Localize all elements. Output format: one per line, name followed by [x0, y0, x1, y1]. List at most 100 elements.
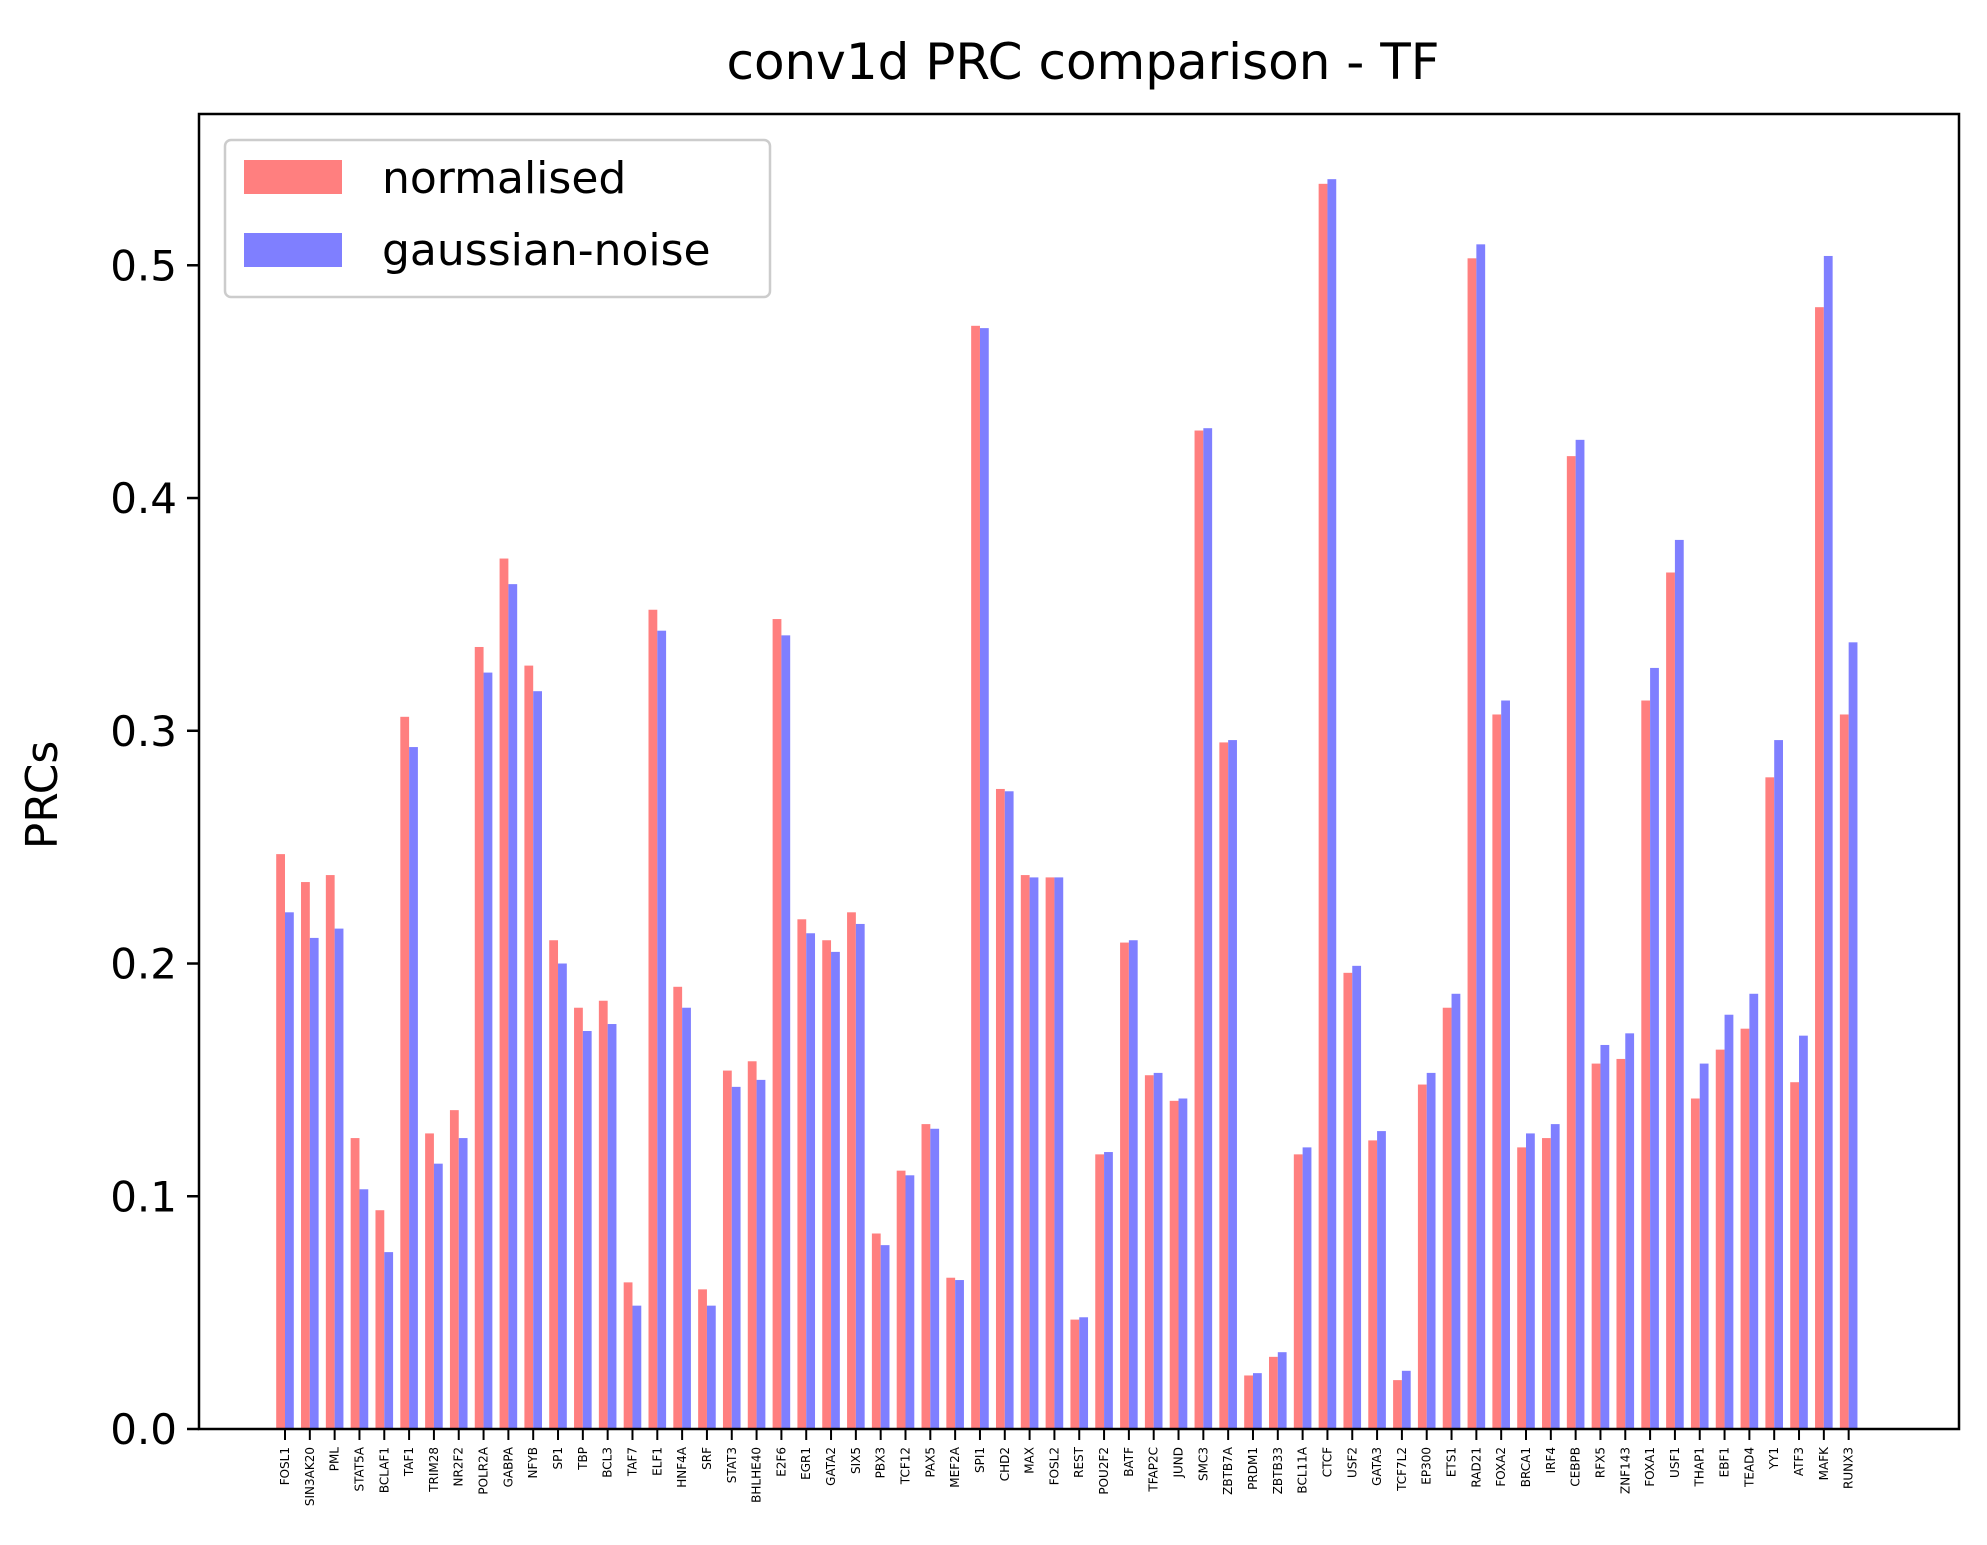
- bar-gaussian-noise-runx3: [1848, 642, 1858, 1429]
- bar-gaussian-noise-prdm1: [1252, 1373, 1262, 1429]
- bar-normalised-mafk: [1815, 307, 1824, 1430]
- x-tick-label: HNF4A: [675, 1446, 689, 1488]
- bar-normalised-rfx5: [1591, 1063, 1601, 1429]
- legend-box: [223, 138, 772, 299]
- bar-normalised-jund: [1169, 1100, 1179, 1429]
- bar-gaussian-noise-bhlhe40: [756, 1079, 766, 1429]
- x-tick-label: PAX5: [923, 1447, 937, 1478]
- bar-normalised-stat3: [722, 1070, 732, 1429]
- bar-normalised-tbp: [574, 1007, 583, 1429]
- plot-frame: [197, 112, 1961, 1431]
- x-tick-label: SIN3AK20: [303, 1447, 317, 1506]
- x-tick-label: BHLHE40: [750, 1447, 764, 1503]
- bar-normalised-brca1: [1517, 1147, 1526, 1429]
- bar-gaussian-noise-jund: [1178, 1098, 1188, 1429]
- bar-normalised-foxa2: [1492, 714, 1502, 1429]
- bar-gaussian-noise-nr2f2: [458, 1138, 468, 1429]
- bar-normalised-bcl11a: [1293, 1154, 1303, 1429]
- bar-gaussian-noise-cebpb: [1575, 439, 1585, 1430]
- bar-gaussian-noise-fosl2: [1054, 877, 1064, 1429]
- bar-gaussian-noise-mafk: [1823, 255, 1833, 1430]
- bar-normalised-six5: [847, 912, 856, 1429]
- bar-normalised-rest: [1070, 1319, 1080, 1429]
- legend-swatch-normalised: [244, 160, 342, 194]
- bar-gaussian-noise-brca1: [1526, 1133, 1535, 1429]
- x-tick-label: REST: [1072, 1446, 1086, 1478]
- x-tick-label: NR2F2: [452, 1447, 466, 1487]
- bar-gaussian-noise-gata3: [1377, 1131, 1386, 1429]
- bar-gaussian-noise-spi1: [979, 328, 989, 1429]
- bar-gaussian-noise-zbtb33: [1277, 1352, 1287, 1429]
- bar-normalised-polr2a: [474, 646, 484, 1429]
- bar-normalised-egr1: [797, 919, 807, 1429]
- x-tick-label: FOSL2: [1047, 1447, 1061, 1485]
- x-tick-label: GATA3: [1370, 1447, 1384, 1486]
- bar-normalised-bhlhe40: [747, 1061, 757, 1429]
- bar-gaussian-noise-foxa2: [1501, 700, 1510, 1429]
- bar-normalised-tcf12: [896, 1170, 906, 1429]
- x-tick-label: SMC3: [1196, 1447, 1210, 1481]
- bar-gaussian-noise-yy1: [1774, 740, 1783, 1429]
- bar-gaussian-noise-ep300: [1426, 1072, 1436, 1429]
- bar-gaussian-noise-bcl3: [607, 1024, 617, 1429]
- bar-normalised-gata3: [1368, 1140, 1378, 1429]
- bar-gaussian-noise-chd2: [1004, 791, 1014, 1429]
- x-tick-label: POU2F2: [1097, 1447, 1111, 1495]
- x-tick-label: EP300: [1420, 1447, 1434, 1485]
- bar-normalised-pbx3: [871, 1233, 881, 1429]
- bar-gaussian-noise-batf: [1128, 940, 1138, 1429]
- bar-normalised-nr2f2: [449, 1110, 459, 1429]
- bar-gaussian-noise-max: [1029, 877, 1039, 1429]
- bar-normalised-nfyb: [524, 665, 534, 1429]
- x-tick-label: ZBTB7A: [1221, 1446, 1235, 1495]
- x-tick-label: NFYB: [526, 1447, 540, 1478]
- x-tick-label: TCF12: [899, 1447, 913, 1485]
- x-tick-label: STAT5A: [352, 1446, 366, 1491]
- x-tick-label: BATF: [1122, 1447, 1136, 1477]
- x-tick-label: USF1: [1668, 1447, 1682, 1478]
- bar-normalised-rad21: [1467, 258, 1477, 1429]
- bar-normalised-srf: [698, 1289, 707, 1429]
- bar-gaussian-noise-stat3: [731, 1086, 741, 1429]
- bar-gaussian-noise-sin3ak20: [309, 937, 319, 1429]
- bar-normalised-irf4: [1542, 1138, 1551, 1429]
- bar-gaussian-noise-irf4: [1550, 1124, 1560, 1429]
- bar-gaussian-noise-rfx5: [1600, 1044, 1610, 1429]
- bar-normalised-gabpa: [499, 558, 509, 1429]
- bar-gaussian-noise-fosl1: [285, 912, 294, 1429]
- bar-normalised-batf: [1120, 942, 1129, 1429]
- bar-normalised-znf143: [1616, 1058, 1626, 1429]
- bar-gaussian-noise-sp1: [558, 963, 567, 1429]
- x-tick-label: EGR1: [799, 1447, 813, 1480]
- bar-gaussian-noise-gata2: [831, 951, 840, 1429]
- x-tick-label: E2F6: [774, 1447, 788, 1477]
- bar-normalised-fosl1: [276, 854, 285, 1429]
- x-tick-label: ZBTB33: [1271, 1447, 1285, 1494]
- legend: normalised gaussian-noise: [223, 138, 772, 299]
- bar-normalised-tcf7l2: [1393, 1380, 1402, 1429]
- x-tick-label: RFX5: [1593, 1447, 1607, 1478]
- bar-gaussian-noise-elf1: [657, 630, 667, 1429]
- bar-normalised-gata2: [822, 940, 832, 1429]
- x-tick-label: BCL11A: [1296, 1446, 1310, 1493]
- y-tick-label: 0.2: [110, 940, 177, 989]
- x-tick-label: MAX: [1023, 1447, 1037, 1474]
- bar-gaussian-noise-rest: [1079, 1317, 1089, 1429]
- y-tick-label: 0.0: [110, 1405, 177, 1454]
- x-tick-label: ETS1: [1445, 1447, 1459, 1477]
- bar-normalised-yy1: [1765, 777, 1775, 1429]
- bar-normalised-sin3ak20: [301, 882, 310, 1429]
- bar-gaussian-noise-six5: [855, 923, 865, 1429]
- x-tick-label: JUND: [1172, 1447, 1186, 1479]
- bar-gaussian-noise-e2f6: [781, 635, 791, 1429]
- bar-gaussian-noise-taf1: [409, 747, 418, 1429]
- bar-gaussian-noise-egr1: [806, 933, 816, 1429]
- x-tick-label: CHD2: [998, 1447, 1012, 1481]
- x-tick-label: TEAD4: [1742, 1447, 1756, 1488]
- y-tick-label: 0.5: [110, 241, 177, 290]
- bar-normalised-hnf4a: [673, 986, 683, 1429]
- bar-normalised-ets1: [1442, 1007, 1452, 1429]
- x-tick-label: SPI1: [973, 1447, 987, 1473]
- bar-normalised-pou2f2: [1095, 1154, 1105, 1429]
